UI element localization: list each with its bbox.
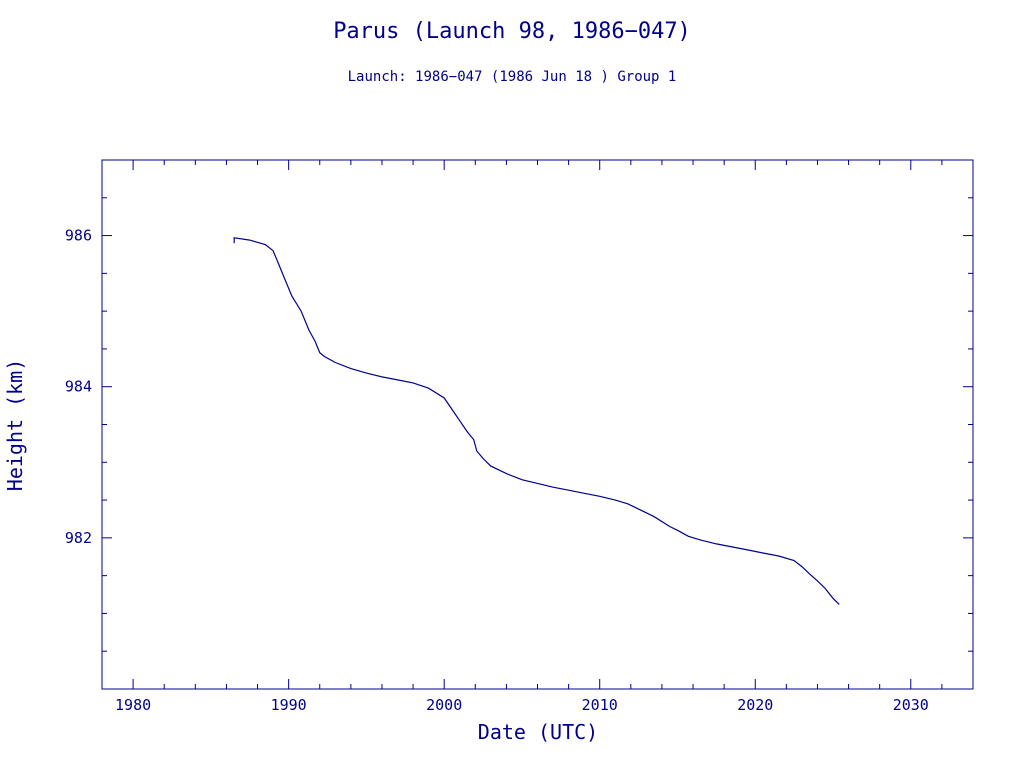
y-axis-label: Height (km) [3, 359, 27, 491]
height-series-line [233, 237, 840, 605]
y-axis-tick-labels: 982 984 986 [65, 227, 92, 547]
x-tick-label: 2030 [893, 696, 929, 714]
y-tick-label: 982 [65, 529, 92, 547]
y-tick-label: 986 [65, 227, 92, 245]
x-axis-tick-labels: 1980 1990 2000 2010 2020 2030 [115, 696, 929, 714]
chart-subtitle: Launch: 1986−047 (1986 Jun 18 ) Group 1 [348, 69, 677, 85]
y-axis-ticks [102, 159, 973, 690]
x-tick-label: 2000 [426, 696, 462, 714]
x-tick-label: 1990 [271, 696, 307, 714]
x-tick-label: 2020 [737, 696, 773, 714]
plot-frame [101, 159, 974, 690]
x-axis-ticks [101, 160, 974, 689]
x-axis-label: Date (UTC) [478, 720, 598, 744]
y-tick-label: 984 [65, 378, 92, 396]
chart-title: Parus (Launch 98, 1986−047) [333, 19, 691, 44]
x-tick-label: 2010 [582, 696, 618, 714]
x-tick-label: 1980 [115, 696, 151, 714]
